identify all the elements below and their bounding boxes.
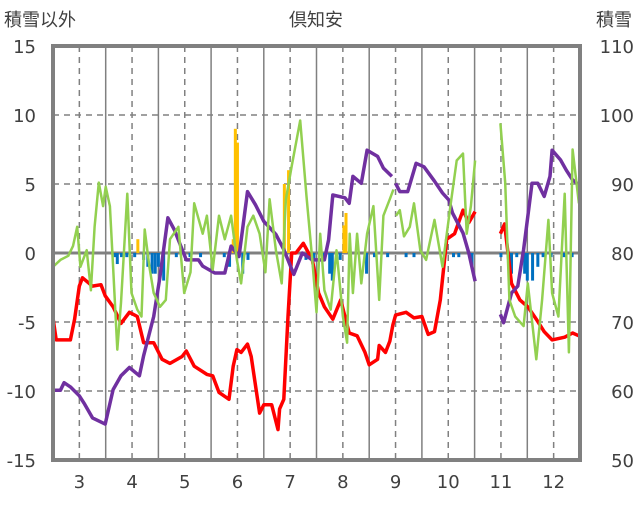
tick-labels: 3 4 5 6 7 8 9 10 11 12151050-5-10-151101009080706…: [7, 37, 634, 493]
blue-bar: [452, 253, 456, 258]
y-right-tick-label: 60: [611, 382, 634, 403]
plot-border: [51, 44, 582, 462]
x-tick-label: 7: [284, 472, 295, 493]
orange-bar: [342, 225, 346, 253]
blue-bar: [412, 253, 416, 258]
blue-bar: [150, 253, 154, 274]
purple-series-line: [53, 148, 580, 426]
orange-bar: [235, 142, 239, 253]
blue-bar: [162, 253, 166, 281]
y-left-tick-label: -5: [18, 313, 36, 334]
lines: [51, 119, 581, 432]
blue-bar: [386, 253, 390, 258]
x-tick-label: 9: [390, 472, 401, 493]
right-axis-label: 積雪: [596, 10, 632, 31]
green-series-line: [52, 119, 581, 361]
blue-bar: [133, 253, 137, 258]
blue-bar: [499, 253, 503, 258]
orange-bar: [287, 170, 291, 253]
x-tick-label: 6: [232, 472, 243, 493]
blue-bar: [515, 253, 519, 258]
y-left-tick-label: 5: [25, 175, 36, 196]
blue-bar: [153, 253, 157, 274]
y-right-tick-label: 100: [600, 106, 634, 127]
y-right-tick-label: 70: [611, 313, 634, 334]
blue-bar: [246, 253, 250, 260]
orange-bar: [344, 212, 348, 253]
orange-bar: [136, 239, 140, 253]
y-left-tick-label: 10: [13, 106, 36, 127]
x-tick-label: 8: [337, 472, 348, 493]
y-right-tick-label: 50: [611, 451, 634, 472]
y-right-tick-label: 110: [600, 37, 634, 58]
y-left-tick-label: -15: [7, 451, 36, 472]
blue-bar: [125, 253, 129, 258]
blue-bar: [541, 253, 545, 258]
y-left-tick-label: 15: [13, 37, 36, 58]
x-tick-label: 11: [489, 472, 512, 493]
blue-bar: [115, 253, 119, 265]
blue-bar: [199, 253, 203, 258]
grid: [53, 46, 580, 460]
blue-bar: [523, 253, 527, 274]
blue-bar: [509, 253, 513, 274]
y-right-tick-label: 80: [611, 244, 634, 265]
blue-bar: [113, 253, 117, 258]
orange-bar: [233, 128, 237, 253]
y-left-tick-label: -10: [7, 382, 36, 403]
blue-bar: [188, 253, 192, 258]
blue-bar: [120, 253, 124, 258]
blue-bar: [174, 253, 178, 258]
blue-bar: [330, 253, 334, 281]
x-tick-label: 5: [179, 472, 190, 493]
x-tick-label: 3: [74, 472, 85, 493]
left-axis-label: 積雪以外: [4, 10, 76, 31]
bars: [113, 128, 574, 281]
blue-bar: [156, 253, 160, 267]
blue-bar: [531, 253, 535, 281]
blue-bar: [457, 253, 461, 258]
x-tick-label: 12: [542, 472, 565, 493]
blue-bar: [404, 253, 408, 258]
blue-bar: [372, 253, 376, 258]
x-tick-label: 4: [126, 472, 137, 493]
blue-bar: [562, 253, 566, 258]
blue-bar: [338, 253, 342, 260]
blue-bar: [365, 253, 369, 274]
y-right-tick-label: 90: [611, 175, 634, 196]
blue-bar: [525, 253, 529, 281]
blue-bar: [222, 253, 226, 258]
chart-title: 倶知安: [289, 10, 343, 31]
blue-bar: [536, 253, 540, 267]
y-left-tick-label: 0: [25, 244, 36, 265]
blue-bar: [328, 253, 332, 274]
x-tick-label: 10: [437, 472, 460, 493]
blue-bar: [312, 253, 316, 260]
blue-bar: [570, 253, 574, 258]
